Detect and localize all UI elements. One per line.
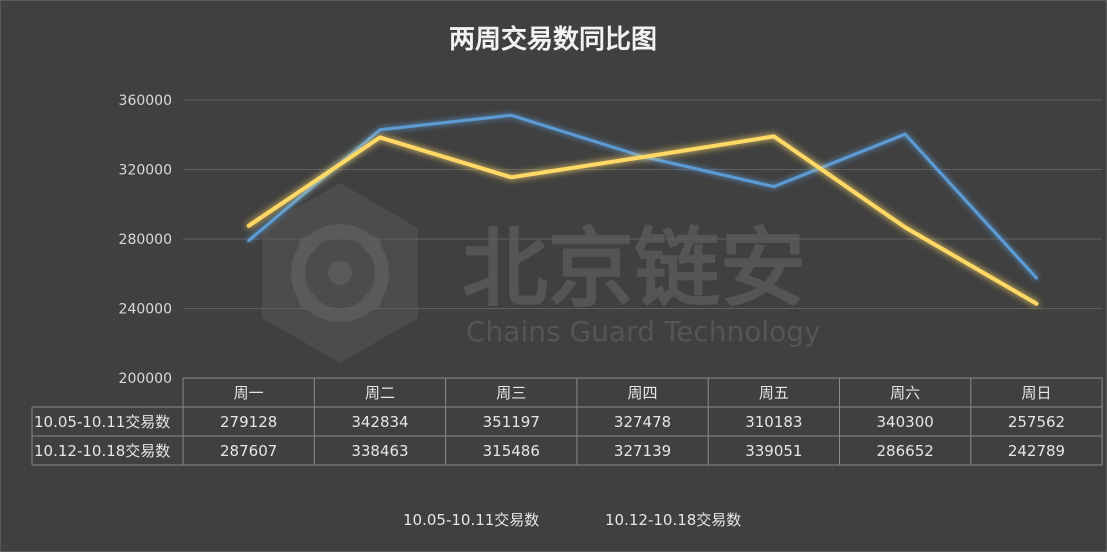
x-category-label: 周日 (1021, 384, 1051, 402)
watermark-cn: 北京链安 (462, 219, 806, 319)
series-lines (246, 113, 1039, 306)
data-label: 287607 (220, 442, 277, 460)
data-label: 327139 (614, 442, 671, 460)
data-label: 242789 (1008, 442, 1065, 460)
data-label: 310183 (745, 413, 802, 431)
x-category-label: 周二 (365, 384, 395, 402)
data-label: 342834 (351, 413, 408, 431)
data-point (1035, 277, 1037, 279)
chart-title: 两周交易数同比图 (449, 24, 657, 55)
x-category-label: 周五 (759, 384, 789, 402)
legend-label: 10.12-10.18交易数 (605, 511, 741, 529)
legend-label: 10.05-10.11交易数 (403, 511, 539, 529)
data-point (904, 133, 906, 135)
y-tick-label: 240000 (119, 302, 172, 318)
data-label: 339051 (745, 442, 802, 460)
data-label: 279128 (220, 413, 277, 431)
legend: 10.05-10.11交易数 10.12-10.18交易数 (353, 511, 741, 529)
data-label: 340300 (877, 413, 934, 431)
data-point (379, 129, 381, 131)
data-point (773, 135, 775, 137)
y-axis: 360000 320000 280000 240000 200000 (119, 93, 172, 387)
watermark-en: Chains Guard Technology (466, 315, 821, 348)
y-tick-label: 200000 (119, 371, 172, 387)
data-point (379, 136, 381, 138)
data-table: 周一 周二 周三 周四 周五 周六 周日 10.05-10.11交易数 279128 342834… (31, 377, 1103, 466)
watermark-logo-icon (262, 183, 418, 363)
y-tick-label: 320000 (119, 163, 172, 179)
data-point (510, 114, 512, 116)
table-series-label: 10.05-10.11交易数 (34, 413, 170, 431)
gridlines (183, 99, 1103, 309)
x-category-label: 周三 (496, 384, 526, 402)
x-category-label: 周四 (628, 384, 658, 402)
data-label: 351197 (483, 413, 540, 431)
data-point (248, 240, 250, 242)
data-point (642, 156, 644, 158)
data-label: 257562 (1008, 413, 1065, 431)
data-label: 338463 (351, 442, 408, 460)
data-point (1035, 303, 1037, 305)
data-label: 286652 (877, 442, 934, 460)
y-tick-label: 360000 (119, 93, 172, 109)
data-point (773, 186, 775, 188)
data-point (904, 226, 906, 228)
x-category-label: 周一 (234, 384, 264, 402)
data-point (248, 225, 250, 227)
y-tick-label: 280000 (119, 232, 172, 248)
data-label: 315486 (483, 442, 540, 460)
table-series-label: 10.12-10.18交易数 (34, 442, 170, 460)
watermark: 北京链安 Chains Guard Technology (262, 183, 821, 363)
data-point (510, 176, 512, 178)
x-category-label: 周六 (890, 384, 920, 402)
data-label: 327478 (614, 413, 671, 431)
